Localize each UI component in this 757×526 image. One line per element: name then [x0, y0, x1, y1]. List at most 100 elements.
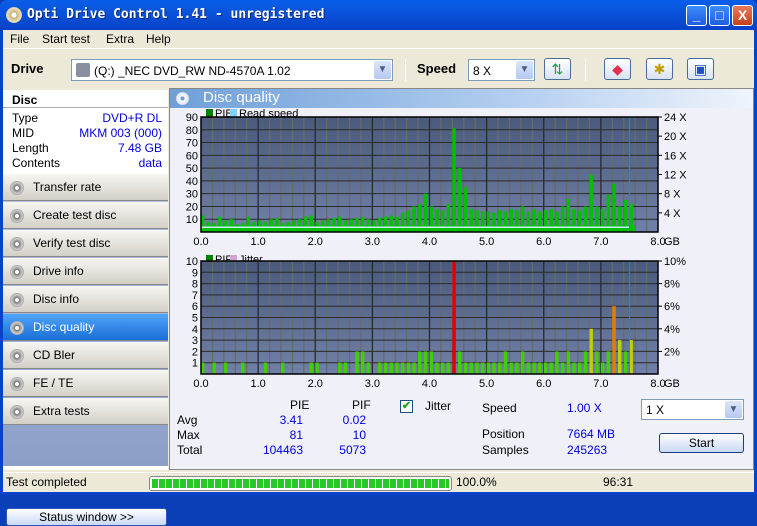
sidebar-item-disc-quality[interactable]: Disc quality: [3, 314, 168, 341]
data-bar-base: [560, 225, 567, 232]
data-bar: [463, 362, 468, 374]
minimize-button[interactable]: _: [686, 5, 707, 26]
data-bar-base: [623, 225, 630, 232]
data-bar: [383, 362, 388, 374]
speed-select[interactable]: 8 X ▼: [468, 59, 535, 81]
data-bar-base: [309, 225, 316, 232]
drive-value: (Q:) _NEC DVD_RW ND-4570A 1.02: [94, 64, 291, 78]
status-window-button[interactable]: Status window >>: [6, 508, 167, 526]
refresh-button[interactable]: ⇅: [544, 58, 571, 80]
disc-quality-icon: [176, 92, 189, 105]
data-bar: [498, 210, 502, 232]
start-button[interactable]: Start: [659, 433, 744, 453]
data-bar: [555, 211, 559, 232]
data-bar: [606, 351, 611, 374]
sidebar-item-create-test-disc[interactable]: Create test disc: [3, 202, 168, 229]
sidebar-item-fe-te[interactable]: FE / TE: [3, 370, 168, 397]
disc-length-label: Length: [12, 141, 49, 155]
data-bar-base: [446, 225, 453, 232]
sidebar-item-drive-info[interactable]: Drive info: [3, 258, 168, 285]
chevron-down-icon[interactable]: ▼: [725, 401, 742, 418]
chevron-down-icon[interactable]: ▼: [374, 61, 391, 79]
data-bar: [555, 351, 559, 374]
jitter-checkbox[interactable]: ✔: [400, 400, 413, 413]
y2-tick-label: 16 X: [664, 150, 687, 162]
chevron-down-icon[interactable]: ▼: [516, 61, 533, 79]
erase-button[interactable]: ◆: [604, 58, 631, 80]
data-bar: [595, 206, 599, 232]
data-bar-base: [583, 225, 590, 232]
disc-icon: [10, 209, 24, 223]
speed-value: 8 X: [473, 64, 492, 78]
sidebar-item-transfer-rate[interactable]: Transfer rate: [3, 174, 168, 201]
data-bar: [395, 216, 399, 232]
data-bar: [589, 174, 593, 232]
data-bar: [503, 351, 508, 374]
data-bar: [452, 261, 456, 374]
stats-avg-pie: 3.41: [279, 413, 303, 427]
data-bar: [520, 206, 525, 232]
data-bar-base: [280, 225, 287, 232]
disc-mid-label: MID: [12, 126, 34, 140]
data-bar-base: [423, 225, 430, 232]
sidebar-item-label: FE / TE: [33, 376, 74, 390]
disc-icon: [10, 237, 24, 251]
menu-start-test[interactable]: Start test: [42, 32, 91, 46]
x-tick-label: 1.0: [250, 236, 265, 248]
stats-total-label: Total: [177, 443, 203, 457]
data-bar-base: [486, 225, 493, 232]
y2-tick-label: 8 X: [664, 189, 681, 201]
data-bar: [475, 210, 479, 232]
data-bar: [309, 215, 313, 232]
data-bar-base: [372, 225, 379, 232]
menu-bar: File Start test Extra Help: [3, 30, 754, 48]
x-tick-label: 2.0: [308, 378, 323, 390]
sidebar-item-cd-bler[interactable]: CD Bler: [3, 342, 168, 369]
data-bar: [423, 351, 428, 374]
save-button[interactable]: ▣: [687, 58, 714, 80]
drive-select[interactable]: (Q:) _NEC DVD_RW ND-4570A 1.02 ▼: [71, 59, 393, 81]
data-bar: [623, 200, 628, 232]
data-bar: [332, 217, 336, 232]
y-tick-label: 3: [192, 335, 198, 347]
speed-label: Speed: [482, 401, 517, 415]
data-bar: [543, 362, 548, 374]
data-bar: [240, 362, 245, 374]
menu-extra[interactable]: Extra: [106, 32, 135, 46]
x-tick-label: 6.0: [536, 236, 551, 248]
sidebar-item-verify-test-disc[interactable]: Verify test disc: [3, 230, 168, 257]
y-tick-label: 4: [192, 324, 198, 336]
data-bar: [469, 209, 473, 232]
data-bar-base: [320, 225, 327, 232]
y-tick-label: 30: [186, 189, 198, 201]
burn-settings-button[interactable]: ✱: [646, 58, 673, 80]
sidebar-item-extra-tests[interactable]: Extra tests: [3, 398, 168, 425]
data-bar: [549, 209, 553, 232]
data-bar: [275, 217, 279, 232]
data-bar-base: [429, 225, 436, 232]
menu-file[interactable]: File: [10, 32, 30, 46]
save-icon: ▣: [693, 61, 708, 77]
disc-mid-row: MID MKM 003 (000): [12, 126, 162, 140]
data-bar-base: [338, 225, 344, 232]
data-bar: [429, 206, 433, 232]
data-bar: [560, 362, 565, 374]
sidebar-item-disc-info[interactable]: Disc info: [3, 286, 168, 313]
menu-help[interactable]: Help: [146, 32, 171, 46]
close-button[interactable]: X: [732, 5, 753, 26]
y-tick-label: 10: [186, 214, 198, 226]
data-bar: [515, 210, 519, 232]
test-speed-select[interactable]: 1 X ▼: [641, 399, 744, 420]
y-tick-label: 10: [186, 256, 198, 268]
data-bar-base: [600, 225, 607, 232]
sidebar-item-label: Create test disc: [33, 208, 117, 222]
position-value: 7664 MB: [567, 427, 616, 441]
data-bar: [338, 216, 342, 232]
status-bar: Test completed 100.0% 96:31: [3, 472, 754, 492]
jitter-label: Jitter: [425, 399, 452, 413]
maximize-button[interactable]: □: [709, 5, 730, 26]
disc-type-label: Type: [12, 111, 39, 125]
drive-label: Drive: [11, 61, 44, 76]
data-bar: [389, 362, 393, 374]
